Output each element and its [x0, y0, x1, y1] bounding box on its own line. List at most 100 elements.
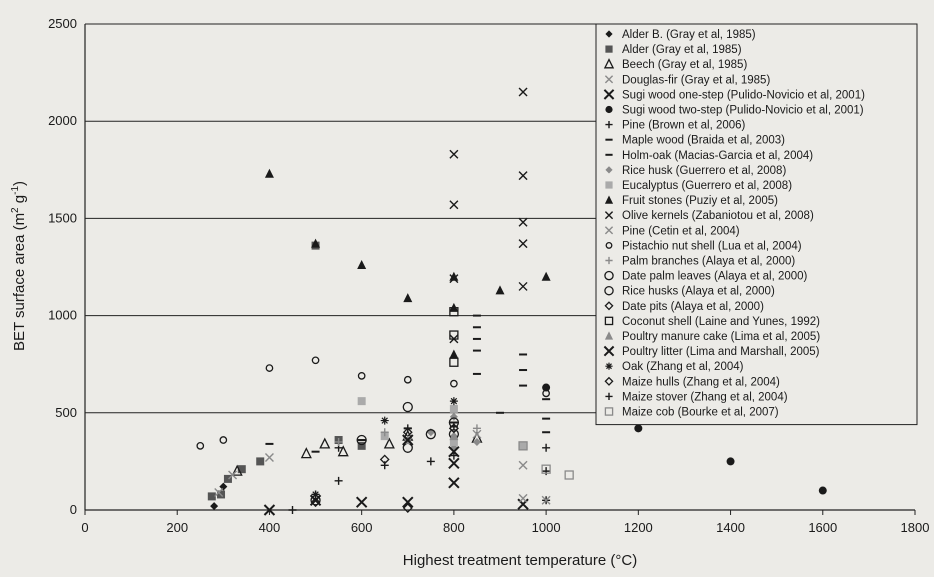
- data-point: [518, 460, 528, 470]
- data-point: [542, 389, 550, 398]
- data-point: [228, 470, 238, 480]
- data-point: [319, 437, 331, 449]
- data-point: [634, 424, 643, 433]
- data-point: [300, 447, 312, 459]
- legend-entry: Sugi wood two-step (Pulido-Novicio et al…: [622, 105, 864, 117]
- legend-marker: [604, 407, 614, 416]
- x-tick-label: 0: [81, 520, 88, 535]
- data-point: [518, 441, 528, 451]
- y-tick-label: 0: [70, 502, 77, 517]
- legend-marker: [604, 75, 614, 84]
- y-tick-label: 500: [55, 405, 77, 420]
- x-tick-label: 200: [166, 520, 188, 535]
- data-point: [448, 417, 460, 428]
- data-point: [196, 441, 205, 450]
- data-point: [256, 457, 265, 466]
- legend-entry: Rice husks (Alaya et al, 2000): [622, 286, 775, 298]
- data-point: [334, 476, 343, 485]
- data-point: [219, 436, 228, 444]
- data-point: [383, 437, 395, 449]
- data-point: [402, 401, 413, 413]
- legend-marker: [605, 392, 613, 400]
- y-axis-title: BET surface area (m2 g-1): [10, 181, 28, 351]
- data-point: [334, 437, 343, 446]
- legend-entry: Date pits (Alaya et al, 2000): [622, 301, 764, 313]
- x-tick-label: 1200: [624, 520, 653, 535]
- x-tick-label: 800: [443, 520, 465, 535]
- data-point: [542, 467, 551, 476]
- data-point: [564, 470, 574, 480]
- legend: Alder B. (Gray et al, 1985) Alder (Gray e…: [595, 23, 918, 426]
- legend-entry: Alder (Gray et al, 1985): [622, 44, 742, 56]
- legend-entry: Maple wood (Braida et al, 2003): [622, 135, 785, 147]
- data-point: [449, 349, 459, 359]
- legend-marker: [603, 58, 615, 69]
- data-point: [448, 457, 460, 470]
- data-point: [518, 493, 528, 503]
- data-point: [818, 486, 827, 495]
- data-point: [449, 149, 459, 159]
- data-point: [219, 482, 228, 491]
- data-point: [472, 429, 482, 439]
- legend-box: [595, 23, 918, 426]
- data-point: [214, 488, 224, 497]
- legend-entry: Olive kernels (Zabaniotou et al, 2008): [622, 210, 814, 222]
- y-tick-label: 1500: [48, 210, 77, 225]
- data-point: [402, 442, 413, 453]
- data-point: [231, 464, 243, 476]
- y-tick-label: 1000: [48, 308, 77, 323]
- data-point: [472, 424, 481, 433]
- legend-marker: [604, 316, 614, 326]
- x-tick-label: 600: [351, 520, 373, 535]
- legend-entry: Rice husk (Guerrero et al, 2008): [622, 165, 786, 177]
- data-point: [449, 271, 459, 281]
- legend-entry: Pine (Cetin et al, 2004): [622, 225, 740, 237]
- legend-marker: [605, 362, 613, 370]
- data-point: [210, 502, 219, 511]
- data-point: [541, 271, 551, 281]
- data-point: [449, 357, 459, 367]
- data-point: [337, 445, 349, 457]
- legend-entry: Douglas-fir (Gray et al, 1985): [622, 74, 770, 86]
- legend-entry: Alder B. (Gray et al, 1985): [622, 29, 756, 41]
- data-point: [380, 416, 389, 425]
- legend-entry: Maize cob (Bourke et al, 2007): [622, 407, 779, 419]
- data-point: [449, 451, 458, 460]
- data-point: [402, 434, 414, 446]
- legend-marker: [603, 89, 615, 100]
- data-point: [450, 379, 458, 388]
- data-point: [357, 397, 366, 406]
- legend-entry: Poultry litter (Lima and Marshall, 2005): [622, 346, 820, 358]
- x-tick-label: 1800: [901, 520, 930, 535]
- legend-marker: [605, 256, 613, 265]
- data-point: [263, 504, 276, 516]
- data-point: [311, 490, 320, 499]
- data-point: [518, 217, 528, 227]
- data-point: [449, 307, 459, 317]
- data-point: [310, 497, 321, 508]
- data-point: [449, 437, 458, 446]
- data-point: [356, 434, 367, 446]
- data-point: [449, 274, 459, 284]
- legend-marker: [604, 376, 614, 386]
- data-point: [426, 457, 435, 466]
- data-point: [518, 239, 528, 249]
- legend-entry: Eucalyptus (Guerrero et al, 2008): [622, 180, 792, 192]
- legend-entry: Coconut shell (Laine and Yunes, 1992): [622, 316, 820, 328]
- data-point: [449, 431, 459, 441]
- data-point: [519, 441, 528, 450]
- data-point: [264, 453, 274, 463]
- x-tick-label: 1000: [532, 520, 561, 535]
- legend-marker: [605, 105, 613, 114]
- x-tick-label: 1400: [716, 520, 745, 535]
- legend-entry: Sugi wood one-step (Pulido-Novicio et al…: [622, 89, 865, 101]
- legend-marker: [604, 226, 614, 235]
- data-point: [288, 506, 297, 514]
- data-points: [196, 87, 827, 516]
- legend-marker: [604, 301, 614, 311]
- data-point: [472, 437, 481, 446]
- data-point: [237, 465, 246, 474]
- legend-marker: [603, 345, 615, 357]
- data-point: [542, 443, 551, 452]
